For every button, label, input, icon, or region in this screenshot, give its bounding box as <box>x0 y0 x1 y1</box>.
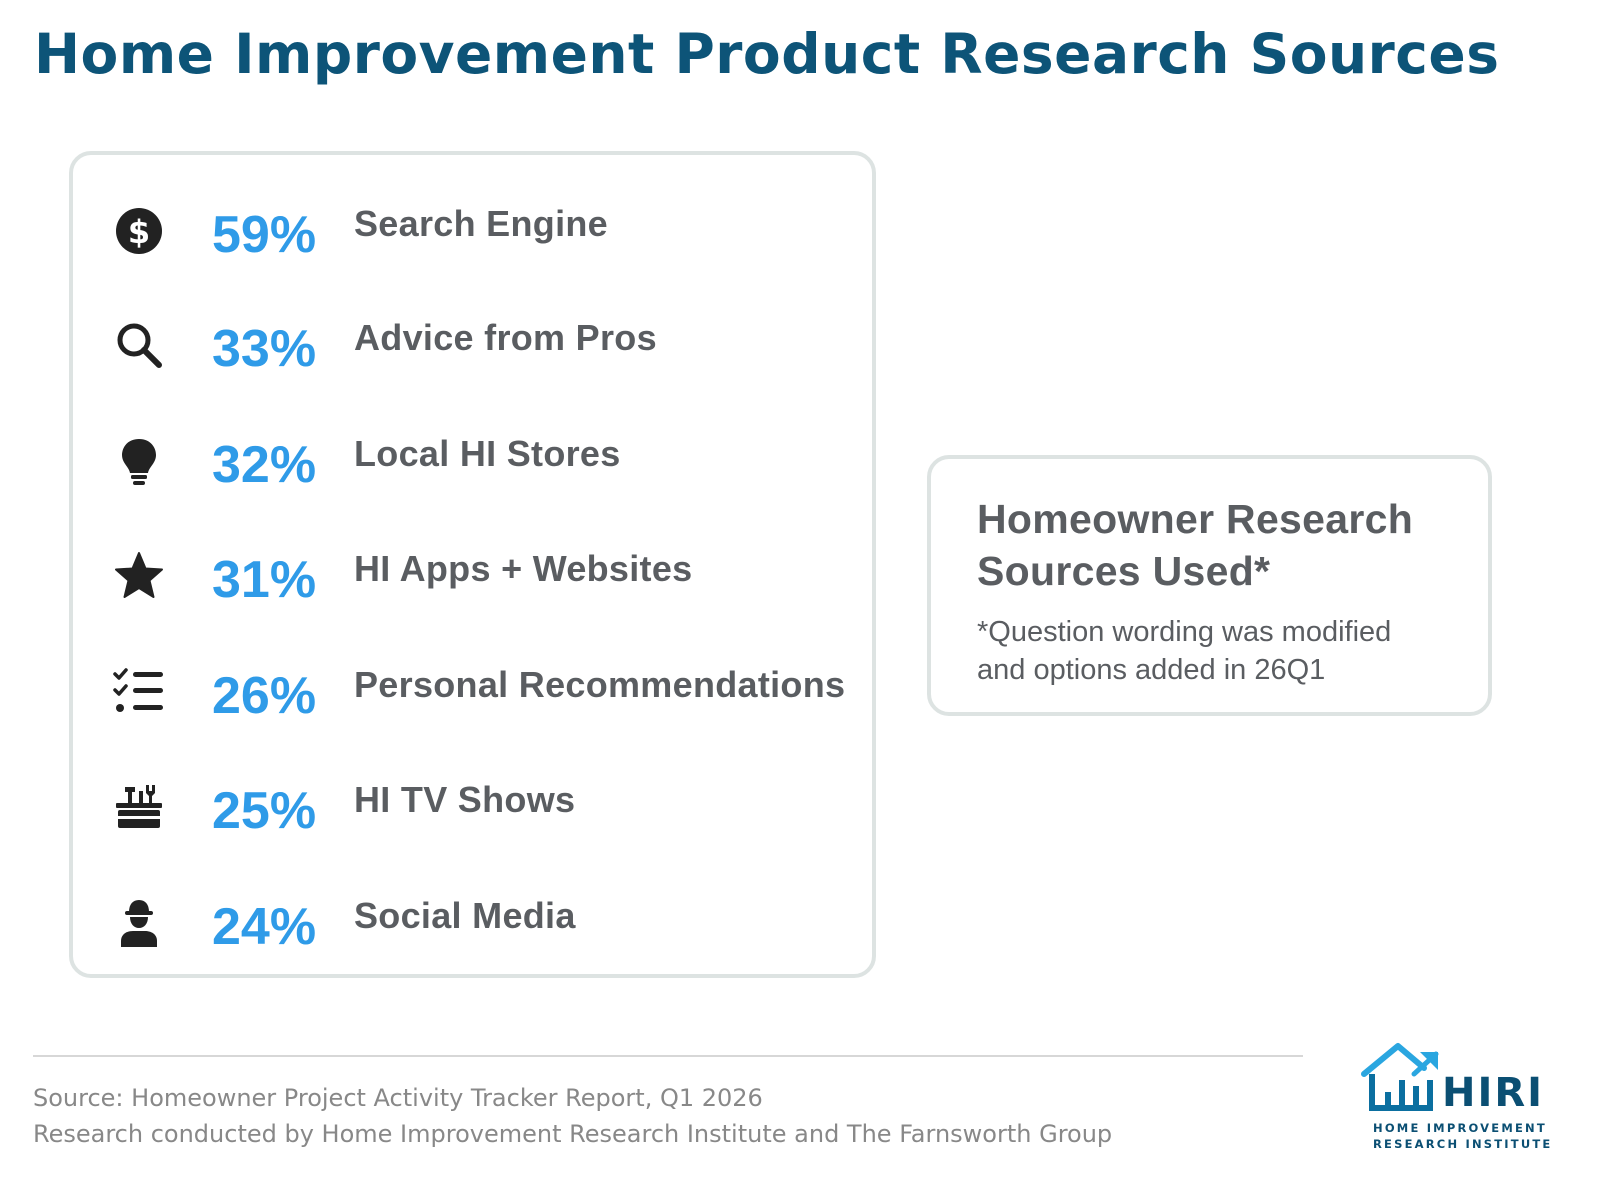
lightbulb-icon <box>113 435 165 487</box>
note-footnote: *Question wording was modified and optio… <box>977 613 1477 689</box>
note-heading: Homeowner Research Sources Used* <box>977 493 1467 597</box>
source-percent: 32% <box>212 436 317 494</box>
source-row: 25% HI TV Shows <box>73 761 872 851</box>
search-icon <box>113 319 165 371</box>
note-footnote-line: *Question wording was modified <box>977 616 1392 648</box>
source-percent: 59% <box>212 206 317 264</box>
worker-icon <box>113 897 165 949</box>
note-panel: Homeowner Research Sources Used* *Questi… <box>927 455 1492 716</box>
footer-source: Source: Homeowner Project Activity Track… <box>33 1080 1112 1152</box>
hiri-logo: HIRI HOME IMPROVEMENT RESEARCH INSTITUTE <box>1358 1040 1550 1158</box>
credit-line: Research conducted by Home Improvement R… <box>33 1120 1113 1148</box>
checklist-icon <box>113 666 165 718</box>
house-icon <box>1361 1043 1439 1111</box>
footer-divider <box>33 1055 1303 1057</box>
source-row: $ 59% Search Engine <box>73 185 872 275</box>
research-sources-panel: $ 59% Search Engine 33% Advice from Pros… <box>69 151 876 978</box>
source-line: Source: Homeowner Project Activity Track… <box>33 1084 763 1112</box>
source-percent: 24% <box>212 898 317 956</box>
source-row: 33% Advice from Pros <box>73 299 872 389</box>
note-footnote-line: and options added in 26Q1 <box>977 654 1326 686</box>
source-percent: 25% <box>212 782 317 840</box>
logo-wordmark: HIRI <box>1442 1070 1545 1116</box>
note-heading-line: Sources Used* <box>977 548 1271 594</box>
logo-tagline: HOME IMPROVEMENT <box>1373 1121 1547 1135</box>
page-title: Home Improvement Product Research Source… <box>34 22 1500 86</box>
source-row: 32% Local HI Stores <box>73 415 872 505</box>
toolbox-icon <box>113 781 165 833</box>
source-row: 31% HI Apps + Websites <box>73 530 872 620</box>
svg-text:$: $ <box>128 213 150 251</box>
source-label: Social Media <box>354 895 576 936</box>
source-percent: 31% <box>212 551 317 609</box>
source-row: 24% Social Media <box>73 877 872 967</box>
source-label: Advice from Pros <box>354 317 657 358</box>
source-label: Local HI Stores <box>354 433 621 474</box>
source-label: HI TV Shows <box>354 779 576 820</box>
source-label: HI Apps + Websites <box>354 548 693 589</box>
note-heading-line: Homeowner Research <box>977 496 1414 542</box>
source-percent: 26% <box>212 667 317 725</box>
source-label: Search Engine <box>354 203 608 244</box>
source-label: Personal Recommendations <box>354 664 846 705</box>
source-percent: 33% <box>212 320 317 378</box>
source-row: 26% Personal Recommendations <box>73 646 872 736</box>
logo-tagline: RESEARCH INSTITUTE <box>1373 1137 1553 1151</box>
dollar-circle-icon: $ <box>113 205 165 257</box>
star-icon <box>113 550 165 602</box>
